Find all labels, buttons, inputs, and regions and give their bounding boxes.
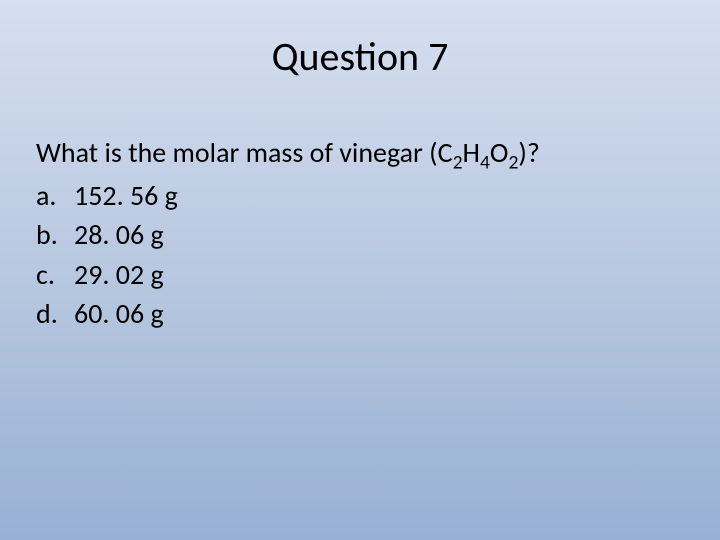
formula-sub-2: 4 [480, 151, 490, 175]
slide: Question 7 What is the molar mass of vin… [0, 0, 720, 540]
option-a: a. 152. 56 g [36, 176, 684, 215]
option-letter: c. [36, 255, 74, 294]
option-text: 60. 06 g [74, 294, 164, 333]
formula-sub-1: 2 [453, 151, 463, 175]
option-letter: d. [36, 294, 74, 333]
option-b: b. 28. 06 g [36, 215, 684, 254]
question-text: What is the molar mass of vinegar (C2H4O… [36, 133, 684, 172]
option-d: d. 60. 06 g [36, 294, 684, 333]
formula-sub-3: 2 [508, 151, 518, 175]
option-c: c. 29. 02 g [36, 255, 684, 294]
question-suffix: )? [518, 135, 539, 170]
question-prefix: What is the molar mass of vinegar (C [36, 135, 453, 170]
formula-mid-1: H [463, 135, 480, 170]
option-letter: b. [36, 215, 74, 254]
option-text: 29. 02 g [74, 255, 164, 294]
formula-mid-2: O [490, 135, 509, 170]
options-list: a. 152. 56 g b. 28. 06 g c. 29. 02 g d. … [36, 176, 684, 333]
option-letter: a. [36, 176, 74, 215]
option-text: 152. 56 g [74, 176, 178, 215]
option-text: 28. 06 g [74, 215, 164, 254]
slide-title: Question 7 [36, 32, 684, 81]
